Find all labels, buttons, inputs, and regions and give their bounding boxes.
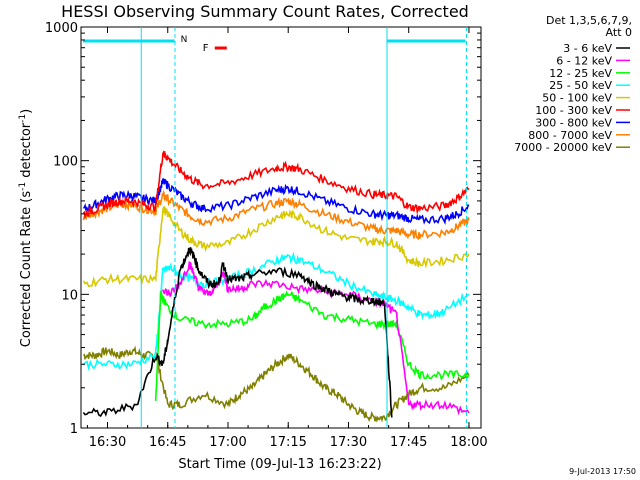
chart-title: HESSI Observing Summary Count Rates, Cor… [61,2,469,21]
y-axis-label-part1: Corrected Count Rate (s [19,191,34,348]
flag-n-label: N [181,35,188,45]
x-tick-label: 16:45 [149,435,186,450]
legend-label-6-12-kev: 6 - 12 keV [556,54,612,67]
series-line-3-6-kev [82,247,393,418]
series-line-12-25-kev [154,289,470,402]
legend-header-detectors: Det 1,3,5,6,7,9, [546,14,632,27]
y-axis-label-part3: ) [19,109,34,114]
legend-label-50-100-kev: 50 - 100 keV [542,92,612,105]
y-axis-label-sup1: -1 [18,182,28,191]
flag-f-label: F [203,43,209,54]
series-line-7000-20000-kev [82,345,470,423]
overlay-layer: NF [83,27,468,428]
series-line-50-100-kev [82,206,470,288]
y-tick-label: 1 [70,422,78,437]
series-line-6-12-kev [162,261,470,416]
series-line-100-300-kev [82,150,470,220]
legend-label-25-50-kev: 25 - 50 keV [549,79,612,92]
legend-label-800-7000-kev: 800 - 7000 keV [528,129,612,142]
series-line-300-800-kev [82,178,470,226]
legend-label-100-300-kev: 100 - 300 keV [535,104,612,117]
y-axis-ticks: 1 10 100 1000 [45,21,481,437]
legend-label-12-25-kev: 12 - 25 keV [549,67,612,80]
y-tick-label: 100 [53,155,78,170]
y-tick-label: 1000 [45,21,78,36]
x-tick-label: 16:30 [89,435,126,450]
x-axis-ticks: 16:30 16:45 17:00 17:15 17:30 17:45 18:00 [86,27,488,450]
y-axis-label-part2: detector [19,122,34,182]
x-axis-label: Start Time (09-Jul-13 16:23:22) [178,457,381,472]
y-axis-label: Corrected Count Rate (s-1 detector-1) [18,109,34,347]
series-line-25-50-kev [82,251,470,371]
x-tick-label: 17:00 [209,435,246,450]
legend-label-300-800-kev: 300 - 800 keV [535,116,612,129]
footer-date: 9-Jul-2013 17:50 [569,467,636,476]
series-layer [82,150,470,423]
x-tick-label: 18:00 [450,435,487,450]
y-tick-label: 10 [61,288,78,303]
series-line-800-7000-kev [82,189,470,241]
legend-label-3-6-kev: 3 - 6 keV [563,42,612,55]
y-axis-label-sup2: -1 [18,114,28,123]
plot-frame [80,26,482,429]
legend-label-7000-20000-kev: 7000 - 20000 keV [514,141,612,154]
legend-header-attenuator: Att 0 [606,26,632,39]
x-tick-label: 17:15 [269,435,306,450]
x-tick-label: 17:30 [330,435,367,450]
x-tick-label: 17:45 [390,435,427,450]
